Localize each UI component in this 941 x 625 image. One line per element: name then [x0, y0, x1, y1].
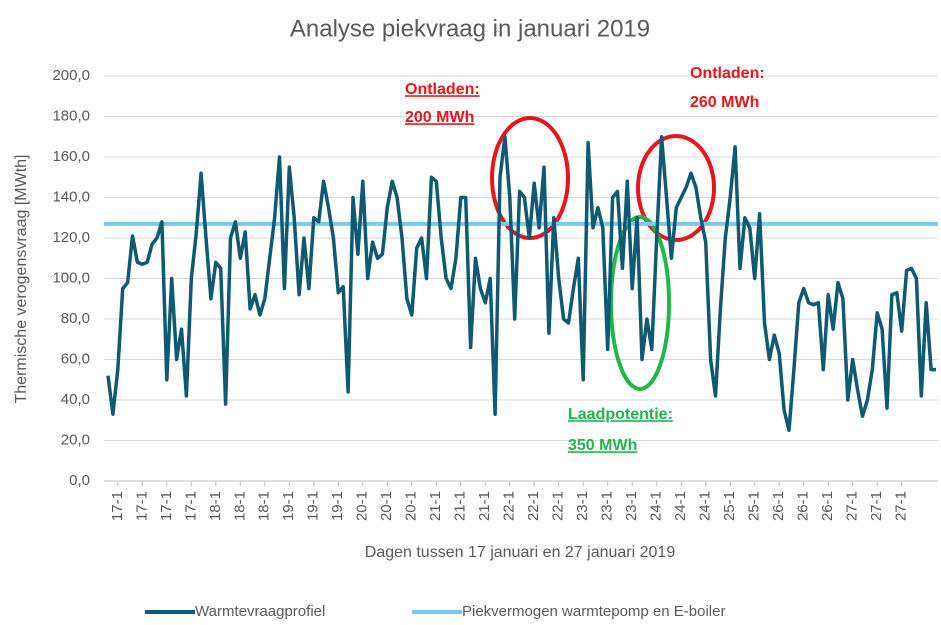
y-tick-label: 0,0 [69, 472, 90, 489]
x-tick-label: 22-1 [550, 491, 567, 521]
y-tick-label: 100,0 [52, 269, 90, 286]
x-tick-label: 24-1 [697, 491, 714, 521]
x-tick-label: 23-1 [574, 491, 591, 521]
highlight-ellipse [609, 215, 671, 391]
x-tick-label: 23-1 [599, 491, 616, 521]
legend-label: Warmtevraagprofiel [195, 603, 325, 620]
x-tick-label: 21-1 [476, 491, 493, 521]
x-tick-label: 27-1 [893, 491, 910, 521]
data-line [106, 135, 936, 433]
x-tick-label: 17-1 [182, 491, 199, 521]
chart-title: Analyse piekvraag in januari 2019 [290, 15, 650, 42]
y-tick-label: 20,0 [61, 431, 90, 448]
x-axis-label: Dagen tussen 17 januari en 27 januari 20… [365, 544, 676, 561]
x-tick-label: 26-1 [795, 491, 812, 521]
y-axis-label: Thermische verogensvraag [MWth] [13, 155, 30, 404]
x-tick-label: 20-1 [354, 491, 371, 521]
x-tick-label: 20-1 [403, 491, 420, 521]
annotation: 260 MWh [690, 94, 759, 111]
y-tick-label: 140,0 [52, 188, 90, 205]
x-tick-label: 25-1 [746, 491, 763, 521]
annotation: Laadpotentie: [568, 406, 673, 423]
annotation: Ontladen: [405, 81, 480, 98]
highlight-ellipse [636, 134, 716, 242]
x-tick-label: 17-1 [133, 491, 150, 521]
x-tick-label: 26-1 [819, 491, 836, 521]
x-tick-label: 17-1 [109, 491, 126, 521]
x-tick-label: 18-1 [207, 491, 224, 521]
annotation: Ontladen: [690, 65, 765, 82]
x-tick-label: 19-1 [305, 491, 322, 521]
x-tick-label: 17-1 [158, 491, 175, 521]
x-tick-label: 25-1 [721, 491, 738, 521]
legend-label: Piekvermogen warmtepomp en E-boiler [462, 603, 725, 620]
y-tick-label: 40,0 [61, 391, 90, 408]
x-tick-label: 23-1 [623, 491, 640, 521]
x-tick-label: 21-1 [452, 491, 469, 521]
x-tick-label: 27-1 [844, 491, 861, 521]
y-tick-label: 60,0 [61, 350, 90, 367]
y-tick-label: 180,0 [52, 107, 90, 124]
x-tick-label: 24-1 [648, 491, 665, 521]
x-tick-label: 22-1 [525, 491, 542, 521]
x-tick-label: 22-1 [501, 491, 518, 521]
x-tick-label: 19-1 [329, 491, 346, 521]
y-tick-label: 160,0 [52, 148, 90, 165]
x-tick-label: 18-1 [256, 491, 273, 521]
annotation: 200 MWh [405, 109, 474, 126]
y-tick-label: 80,0 [61, 310, 90, 327]
x-tick-label: 27-1 [868, 491, 885, 521]
y-tick-label: 120,0 [52, 229, 90, 246]
x-tick-label: 19-1 [280, 491, 297, 521]
annotation: 350 MWh [568, 437, 637, 454]
y-tick-label: 200,0 [52, 67, 90, 84]
x-tick-label: 20-1 [378, 491, 395, 521]
x-tick-label: 24-1 [672, 491, 689, 521]
x-tick-label: 26-1 [770, 491, 787, 521]
x-tick-label: 18-1 [231, 491, 248, 521]
x-tick-label: 21-1 [427, 491, 444, 521]
